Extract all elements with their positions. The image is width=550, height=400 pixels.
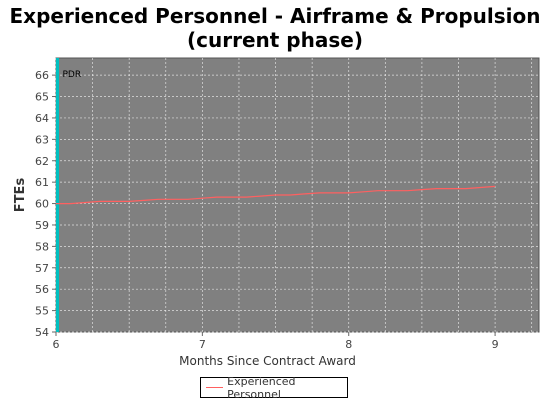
y-tick-label: 59 [35,219,49,232]
y-axis-label: FTEs [13,178,28,213]
series-layer [56,185,496,205]
y-tick-label: 66 [35,69,49,82]
x-tick-label: 6 [53,338,60,351]
chart-title-line-1: Experienced Personnel - Airframe & Propu… [9,4,541,28]
x-tick-label: 8 [345,338,352,351]
y-tick-label: 65 [35,91,49,104]
y-tick-label: 56 [35,283,49,296]
series-line [56,185,496,205]
y-tick-label: 55 [35,305,49,318]
y-tick-label: 64 [35,112,49,125]
phase-marker: PDR [56,58,82,332]
x-tick-label: 9 [492,338,499,351]
chart-title: Experienced Personnel - Airframe & Propu… [0,4,550,52]
y-tick-label: 60 [35,198,49,211]
y-tick-label: 62 [35,155,49,168]
x-tick-label: 7 [199,338,206,351]
y-tick-label: 63 [35,133,49,146]
axis-ticks: 6 7 8 9 54 55 56 57 58 59 60 61 62 63 64 65 66 [35,69,499,351]
y-tick-label: 58 [35,240,49,253]
legend-swatch [206,387,224,388]
y-tick-label: 61 [35,176,49,189]
legend-label: Experienced Personnel [227,374,296,400]
x-axis-label: Months Since Contract Award [179,354,356,368]
phase-marker-label: PDR [63,70,82,80]
chart-title-line-2: (current phase) [187,28,363,52]
legend: Experienced Personnel [200,374,348,400]
y-tick-label: 57 [35,262,49,275]
y-tick-label: 54 [35,326,49,339]
